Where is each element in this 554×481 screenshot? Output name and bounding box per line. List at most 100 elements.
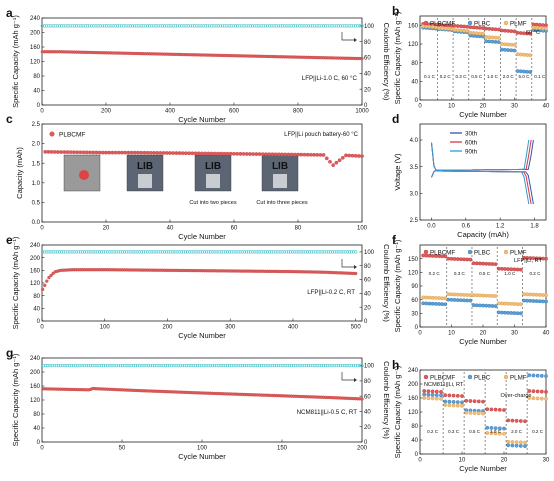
rate-point xyxy=(484,303,489,308)
efficiency-point xyxy=(261,250,265,254)
efficiency-point xyxy=(274,364,279,368)
efficiency-point xyxy=(358,24,362,28)
efficiency-point xyxy=(113,24,117,28)
rate-point xyxy=(451,393,456,398)
y-tick-label: 2.5 xyxy=(32,122,41,128)
panel-label: c xyxy=(6,112,13,126)
efficiency-point xyxy=(67,364,71,368)
capacity-point xyxy=(244,152,249,156)
efficiency-point xyxy=(205,24,210,28)
plot-frame xyxy=(41,357,363,443)
y2-tick-label: 20 xyxy=(364,305,371,311)
capacity-point xyxy=(299,152,304,157)
efficiency-point xyxy=(172,364,176,368)
efficiency-point xyxy=(120,24,124,28)
efficiency-point xyxy=(79,24,83,28)
rate-point xyxy=(449,256,454,261)
condition-annotation: LFP||Li-0.2 C, RT xyxy=(307,289,355,296)
efficiency-point xyxy=(80,364,84,368)
rate-point xyxy=(476,399,481,404)
capacity-point xyxy=(113,150,118,155)
efficiency-point xyxy=(341,250,345,254)
capacity-point xyxy=(308,152,313,157)
efficiency-point xyxy=(158,250,162,254)
efficiency-point xyxy=(326,24,330,28)
rate-point xyxy=(434,389,439,394)
efficiency-point xyxy=(125,364,129,368)
rate-point xyxy=(490,27,495,31)
rate-point xyxy=(421,301,426,306)
efficiency-point xyxy=(268,24,272,28)
y-tick-label: 0.5 xyxy=(32,201,41,207)
capacity-point xyxy=(75,150,80,155)
efficiency-point xyxy=(192,250,196,254)
rate-point xyxy=(455,400,460,405)
efficiency-point xyxy=(122,250,127,254)
y-tick-label: 200 xyxy=(408,382,419,388)
rate-label: 2.0 C xyxy=(511,429,523,434)
efficiency-point xyxy=(264,364,268,368)
discharge-curve xyxy=(431,142,532,205)
capacity-point xyxy=(305,152,310,157)
efficiency-point xyxy=(210,364,215,368)
condition-annotation: NCM811||Li, RT xyxy=(424,382,464,388)
y-tick-label: 160 xyxy=(30,268,41,274)
capacity-point xyxy=(216,151,220,156)
efficiency-point xyxy=(128,24,132,28)
legend-marker xyxy=(423,374,429,380)
x-tick-label: 30 xyxy=(511,331,518,337)
rate-point xyxy=(512,48,517,53)
efficiency-point xyxy=(157,364,161,368)
rate-point xyxy=(523,419,527,424)
rate-point xyxy=(481,399,485,404)
efficiency-point xyxy=(279,364,283,368)
rate-point xyxy=(515,267,520,272)
efficiency-point xyxy=(102,24,107,28)
efficiency-point xyxy=(91,364,95,368)
rate-point xyxy=(534,22,539,27)
efficiency-point xyxy=(216,24,220,28)
efficiency-point xyxy=(159,364,163,368)
efficiency-point xyxy=(251,364,255,368)
efficiency-point xyxy=(240,250,244,254)
efficiency-point xyxy=(93,364,97,368)
efficiency-point xyxy=(354,250,358,254)
rate-point xyxy=(459,257,463,262)
x-tick-label: 0 xyxy=(40,226,44,232)
efficiency-point xyxy=(93,250,97,254)
efficiency-point xyxy=(244,250,249,254)
efficiency-point xyxy=(352,250,356,254)
rate-point xyxy=(460,394,464,398)
y2-axis-label: Coulomb Efficiency (%) xyxy=(382,23,391,101)
efficiency-point xyxy=(347,364,351,368)
efficiency-point xyxy=(301,250,305,254)
efficiency-point xyxy=(309,250,314,254)
efficiency-point xyxy=(225,364,229,368)
efficiency-point xyxy=(91,250,95,254)
capacity-point xyxy=(152,150,156,155)
efficiency-point xyxy=(94,24,98,28)
efficiency-point xyxy=(197,24,201,28)
efficiency-point xyxy=(171,24,175,28)
efficiency-point xyxy=(129,250,133,254)
efficiency-point xyxy=(115,24,120,28)
rate-point xyxy=(496,40,501,45)
y-tick-label: 80 xyxy=(33,74,40,80)
efficiency-point xyxy=(353,364,358,368)
efficiency-point xyxy=(112,364,116,368)
capacity-point xyxy=(340,155,345,160)
efficiency-point xyxy=(319,24,323,28)
efficiency-point xyxy=(195,364,200,368)
efficiency-point xyxy=(133,364,138,368)
capacity-point xyxy=(350,153,355,158)
efficiency-point xyxy=(274,24,278,28)
efficiency-point xyxy=(108,364,112,368)
x-tick-label: 20 xyxy=(501,458,508,464)
capacity-point xyxy=(174,151,179,155)
y-tick-label: 60 xyxy=(411,298,418,304)
efficiency-point xyxy=(227,24,231,28)
efficiency-point xyxy=(287,24,291,28)
efficiency-point xyxy=(349,24,353,28)
panel-h: 0 10 20 30 0 40 80 120 160 200 240 Cycle Number Spec… xyxy=(392,358,550,473)
efficiency-point xyxy=(291,24,295,28)
